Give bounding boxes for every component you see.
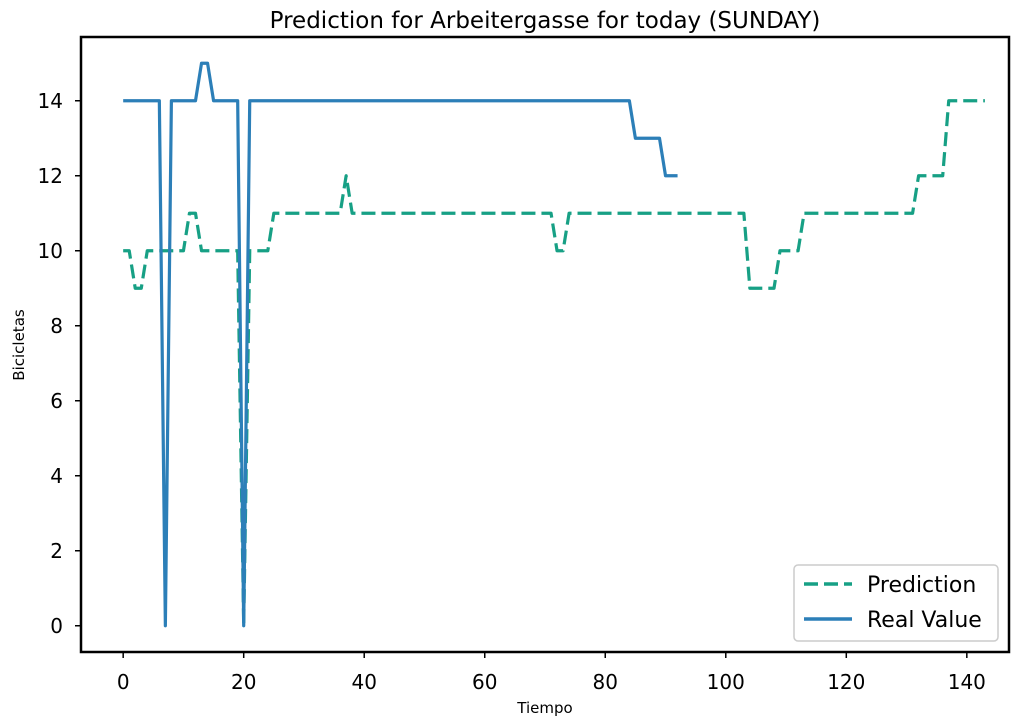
legend-label-prediction: Prediction: [867, 573, 976, 598]
x-tick-label: 20: [231, 670, 256, 694]
series-layer: [123, 61, 985, 628]
x-tick-label: 140: [948, 670, 986, 694]
y-tick-label: 10: [38, 239, 63, 263]
plot-frame: [79, 35, 1011, 654]
legend-label-real-value: Real Value: [867, 608, 982, 633]
x-tick-label: 80: [593, 670, 618, 694]
x-axis-ticks: 0 20 40 60 80 100 120 140: [117, 652, 986, 694]
y-axis-label: Bicicletas: [10, 309, 28, 381]
y-tick-label: 14: [38, 89, 63, 113]
x-tick-label: 100: [707, 670, 745, 694]
x-axis-label: Tiempo: [516, 699, 572, 717]
chart-title: Prediction for Arbeitergasse for today (…: [270, 8, 821, 34]
legend: Prediction Real Value: [793, 564, 999, 642]
y-tick-label: 4: [50, 464, 63, 488]
y-tick-label: 0: [50, 614, 63, 638]
y-tick-label: 6: [50, 389, 63, 413]
x-tick-label: 40: [351, 670, 376, 694]
series-line-real-value: [123, 61, 678, 628]
series-line-prediction: [123, 99, 985, 628]
y-tick-label: 2: [50, 539, 63, 563]
x-tick-label: 0: [117, 670, 130, 694]
x-tick-label: 60: [472, 670, 497, 694]
y-tick-label: 8: [50, 314, 63, 338]
y-tick-label: 12: [38, 164, 63, 188]
y-axis-ticks: 0 2 4 6 8 10 12 14: [38, 89, 81, 638]
x-tick-label: 120: [827, 670, 865, 694]
